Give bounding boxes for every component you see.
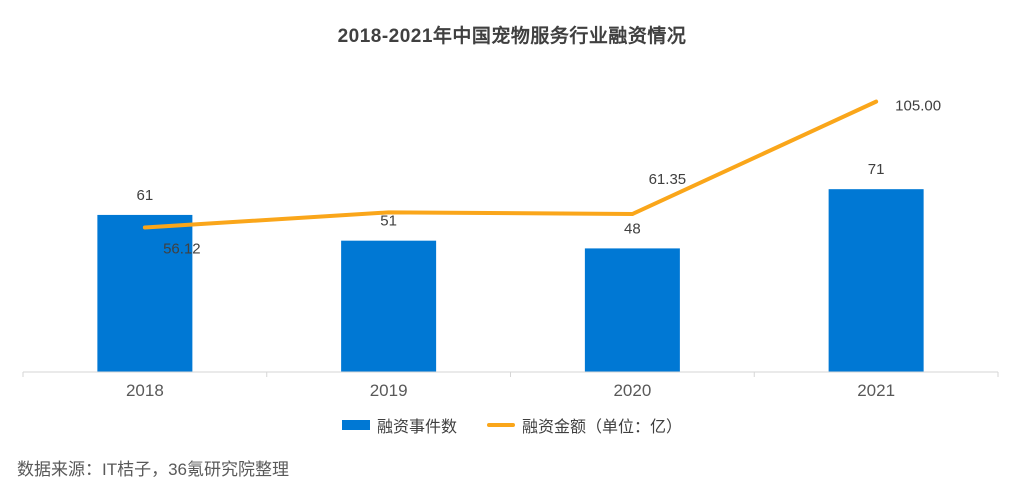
financing-amount-line	[142, 99, 879, 230]
bar-2019	[341, 240, 437, 372]
line-value-label-2020: 61.35	[649, 171, 687, 188]
legend-item-line-series: 融资金额（单位：亿）	[487, 413, 682, 437]
bar-2020	[584, 248, 680, 372]
line-value-label-2018: 56.12	[163, 240, 201, 257]
x-axis-label-2019: 2019	[370, 381, 408, 400]
bar-value-label-2018: 61	[137, 187, 154, 204]
data-source-note: 数据来源：IT桔子，36氪研究院整理	[17, 460, 290, 479]
chart-legend: 融资事件数 融资金额（单位：亿）	[0, 413, 1024, 437]
x-axis-label-2020: 2020	[613, 381, 651, 400]
chart-title: 2018-2021年中国宠物服务行业融资情况	[337, 26, 687, 47]
bar-series-swatch-icon	[341, 420, 370, 430]
bar-value-label-2020: 48	[624, 220, 641, 237]
legend-bar-series-label: 融资事件数	[376, 419, 457, 436]
bar-2021	[828, 189, 924, 372]
line-series-swatch-icon	[487, 423, 515, 427]
bar-value-label-2019: 51	[380, 213, 397, 230]
x-axis-label-2018: 2018	[126, 381, 164, 400]
legend-line-series-label: 融资金额（单位：亿）	[522, 419, 683, 436]
line-value-label-2021: 105.00	[895, 98, 941, 115]
bar-value-label-2021: 71	[868, 161, 885, 178]
x-axis-label-2021: 2021	[857, 381, 895, 400]
legend-item-bar-series: 融资事件数	[341, 413, 457, 437]
bar-2018	[97, 214, 193, 372]
